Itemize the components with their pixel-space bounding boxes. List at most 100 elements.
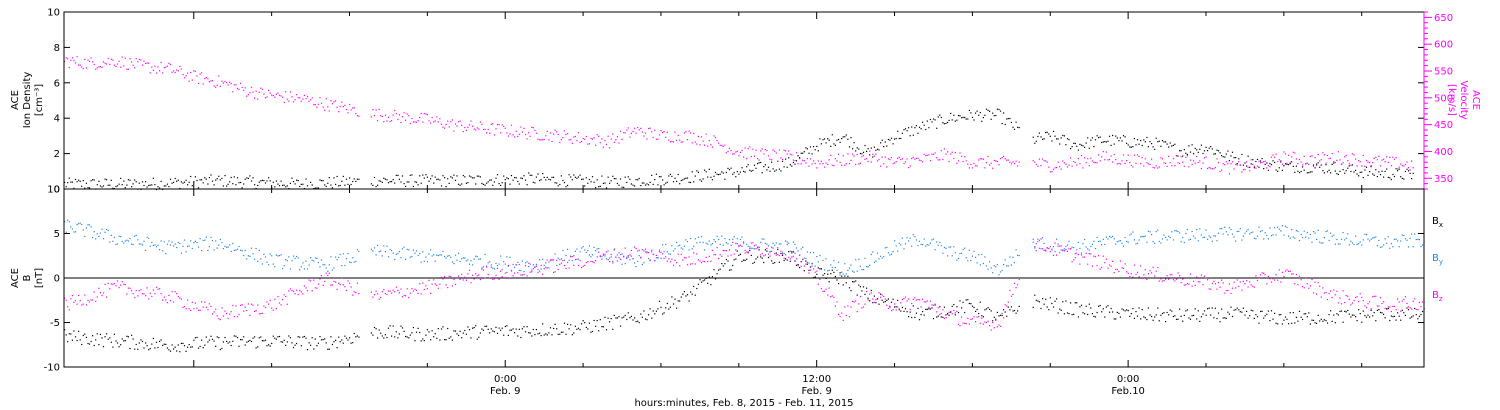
by-point (378, 251, 380, 253)
bz-point (577, 264, 580, 267)
velocity-point (430, 122, 432, 124)
by-point (753, 248, 756, 250)
by-point (193, 242, 195, 244)
by-point (842, 273, 844, 275)
bz-point (1121, 267, 1123, 269)
bz-point (1239, 281, 1241, 283)
velocity-point (641, 131, 643, 133)
bx-point (454, 330, 457, 332)
bx-point (1093, 315, 1095, 317)
by-point (1186, 228, 1188, 231)
by-point (883, 256, 885, 258)
density-point (747, 164, 749, 166)
density-point (1330, 172, 1332, 174)
by-point (408, 249, 410, 251)
velocity-point (375, 109, 377, 111)
bx-point (1348, 313, 1350, 315)
by-point (1060, 249, 1062, 251)
by-point (188, 245, 190, 247)
bz-point (999, 325, 1002, 327)
bx-point (612, 328, 614, 330)
density-point (766, 169, 768, 171)
velocity-point (696, 143, 698, 145)
velocity-point (646, 138, 648, 140)
density-point (1135, 144, 1137, 146)
by-point (1185, 232, 1187, 235)
bz-point (507, 264, 509, 267)
velocity-point (204, 78, 206, 80)
by-point (106, 228, 108, 231)
bz-point (1112, 260, 1114, 262)
by-point (345, 258, 348, 260)
density-point (1303, 169, 1305, 171)
velocity-point (380, 115, 382, 117)
velocity-point (1188, 166, 1190, 168)
velocity-point (1255, 167, 1257, 169)
bx-point (436, 337, 438, 339)
bz-point (591, 261, 594, 263)
density-point (1227, 150, 1229, 152)
bz-point (1007, 301, 1009, 303)
bz-point (99, 292, 101, 294)
by-point (1177, 230, 1179, 233)
bz-point (501, 276, 503, 278)
velocity-point (901, 158, 903, 160)
velocity-point (409, 122, 411, 125)
by-point (1278, 228, 1280, 230)
density-point (395, 174, 397, 176)
density-point (866, 150, 868, 152)
bz-point (866, 290, 868, 293)
by-point (981, 253, 983, 255)
bz-point (1213, 280, 1215, 282)
bz-point (542, 273, 544, 275)
density-point (878, 149, 880, 151)
velocity-point (1196, 156, 1198, 158)
velocity-point (162, 72, 164, 74)
velocity-point (1404, 163, 1406, 166)
bz-point (126, 293, 128, 295)
bx-point (738, 254, 740, 256)
bz-point (478, 274, 480, 276)
bz-point (680, 253, 682, 255)
velocity-point (1082, 167, 1084, 169)
bz-point (341, 277, 343, 279)
bz-point (1208, 288, 1210, 290)
by-point (1222, 233, 1224, 235)
bz-point (917, 299, 919, 301)
bx-point (268, 344, 270, 346)
velocity-point (1337, 151, 1339, 153)
bz-point (1316, 293, 1318, 295)
velocity-point (437, 121, 439, 123)
density-point (341, 180, 343, 182)
bx-point (1013, 309, 1016, 312)
by-point (174, 243, 176, 245)
bz-point (299, 289, 301, 292)
by-point (1367, 238, 1369, 240)
bx-point (805, 260, 807, 262)
density-point (1140, 140, 1142, 142)
bz-point (201, 301, 203, 303)
bz-point (521, 274, 523, 276)
bz-point (571, 256, 573, 258)
bx-point (964, 311, 966, 314)
density-point (1177, 155, 1179, 157)
velocity-point (637, 127, 639, 129)
by-point (1009, 256, 1011, 258)
by-point (929, 242, 931, 244)
density-point (567, 184, 569, 187)
by-point (1015, 249, 1017, 251)
bz-point (660, 251, 662, 253)
bx-point (339, 341, 341, 343)
velocity-point (1171, 165, 1173, 167)
bz-point (151, 295, 153, 298)
velocity-point (785, 150, 787, 152)
by-point (370, 248, 372, 250)
velocity-point (308, 100, 310, 102)
velocity-point (506, 132, 508, 134)
bz-point (398, 292, 400, 294)
by-point (760, 241, 762, 243)
bx-point (1174, 315, 1176, 317)
velocity-point (1157, 167, 1159, 169)
velocity-point (475, 129, 477, 131)
